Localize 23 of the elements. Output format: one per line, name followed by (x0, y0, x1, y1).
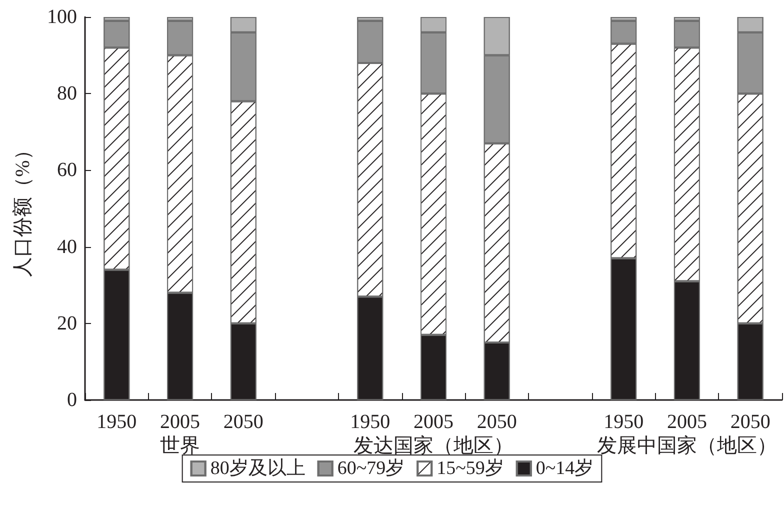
x-tick-label: 1950 (604, 411, 644, 433)
y-tick-label: 80 (57, 82, 77, 105)
x-tick-label: 2005 (414, 411, 454, 433)
text: 世界 (160, 435, 200, 457)
y-tick-label: 0 (67, 389, 77, 411)
legend-label: 80岁及以上 (210, 458, 306, 479)
x-tick-label: 2005 (160, 411, 200, 433)
legend-label: 60~79岁 (337, 458, 405, 479)
y-tick-label: 60 (57, 159, 77, 182)
y-axis-title: 人口份额（%） (12, 140, 34, 277)
y-tick-label: 40 (57, 236, 77, 258)
x-tick-label: 1950 (350, 411, 390, 433)
x-tick-label: 2050 (476, 411, 517, 433)
legend-label: 15~59岁 (436, 458, 504, 479)
x-tick-label: 1950 (96, 411, 137, 433)
text: 发展中国家（地区） (596, 435, 777, 457)
y-tick-label: 20 (57, 312, 77, 334)
x-tick-label: 2050 (730, 411, 770, 433)
text: 发达国家（地区） (354, 435, 514, 457)
y-tick-label: 100 (47, 6, 77, 28)
x-tick-label: 2005 (666, 411, 707, 433)
x-tick-label: 2050 (223, 411, 264, 433)
legend-label: 0~14岁 (536, 458, 594, 479)
